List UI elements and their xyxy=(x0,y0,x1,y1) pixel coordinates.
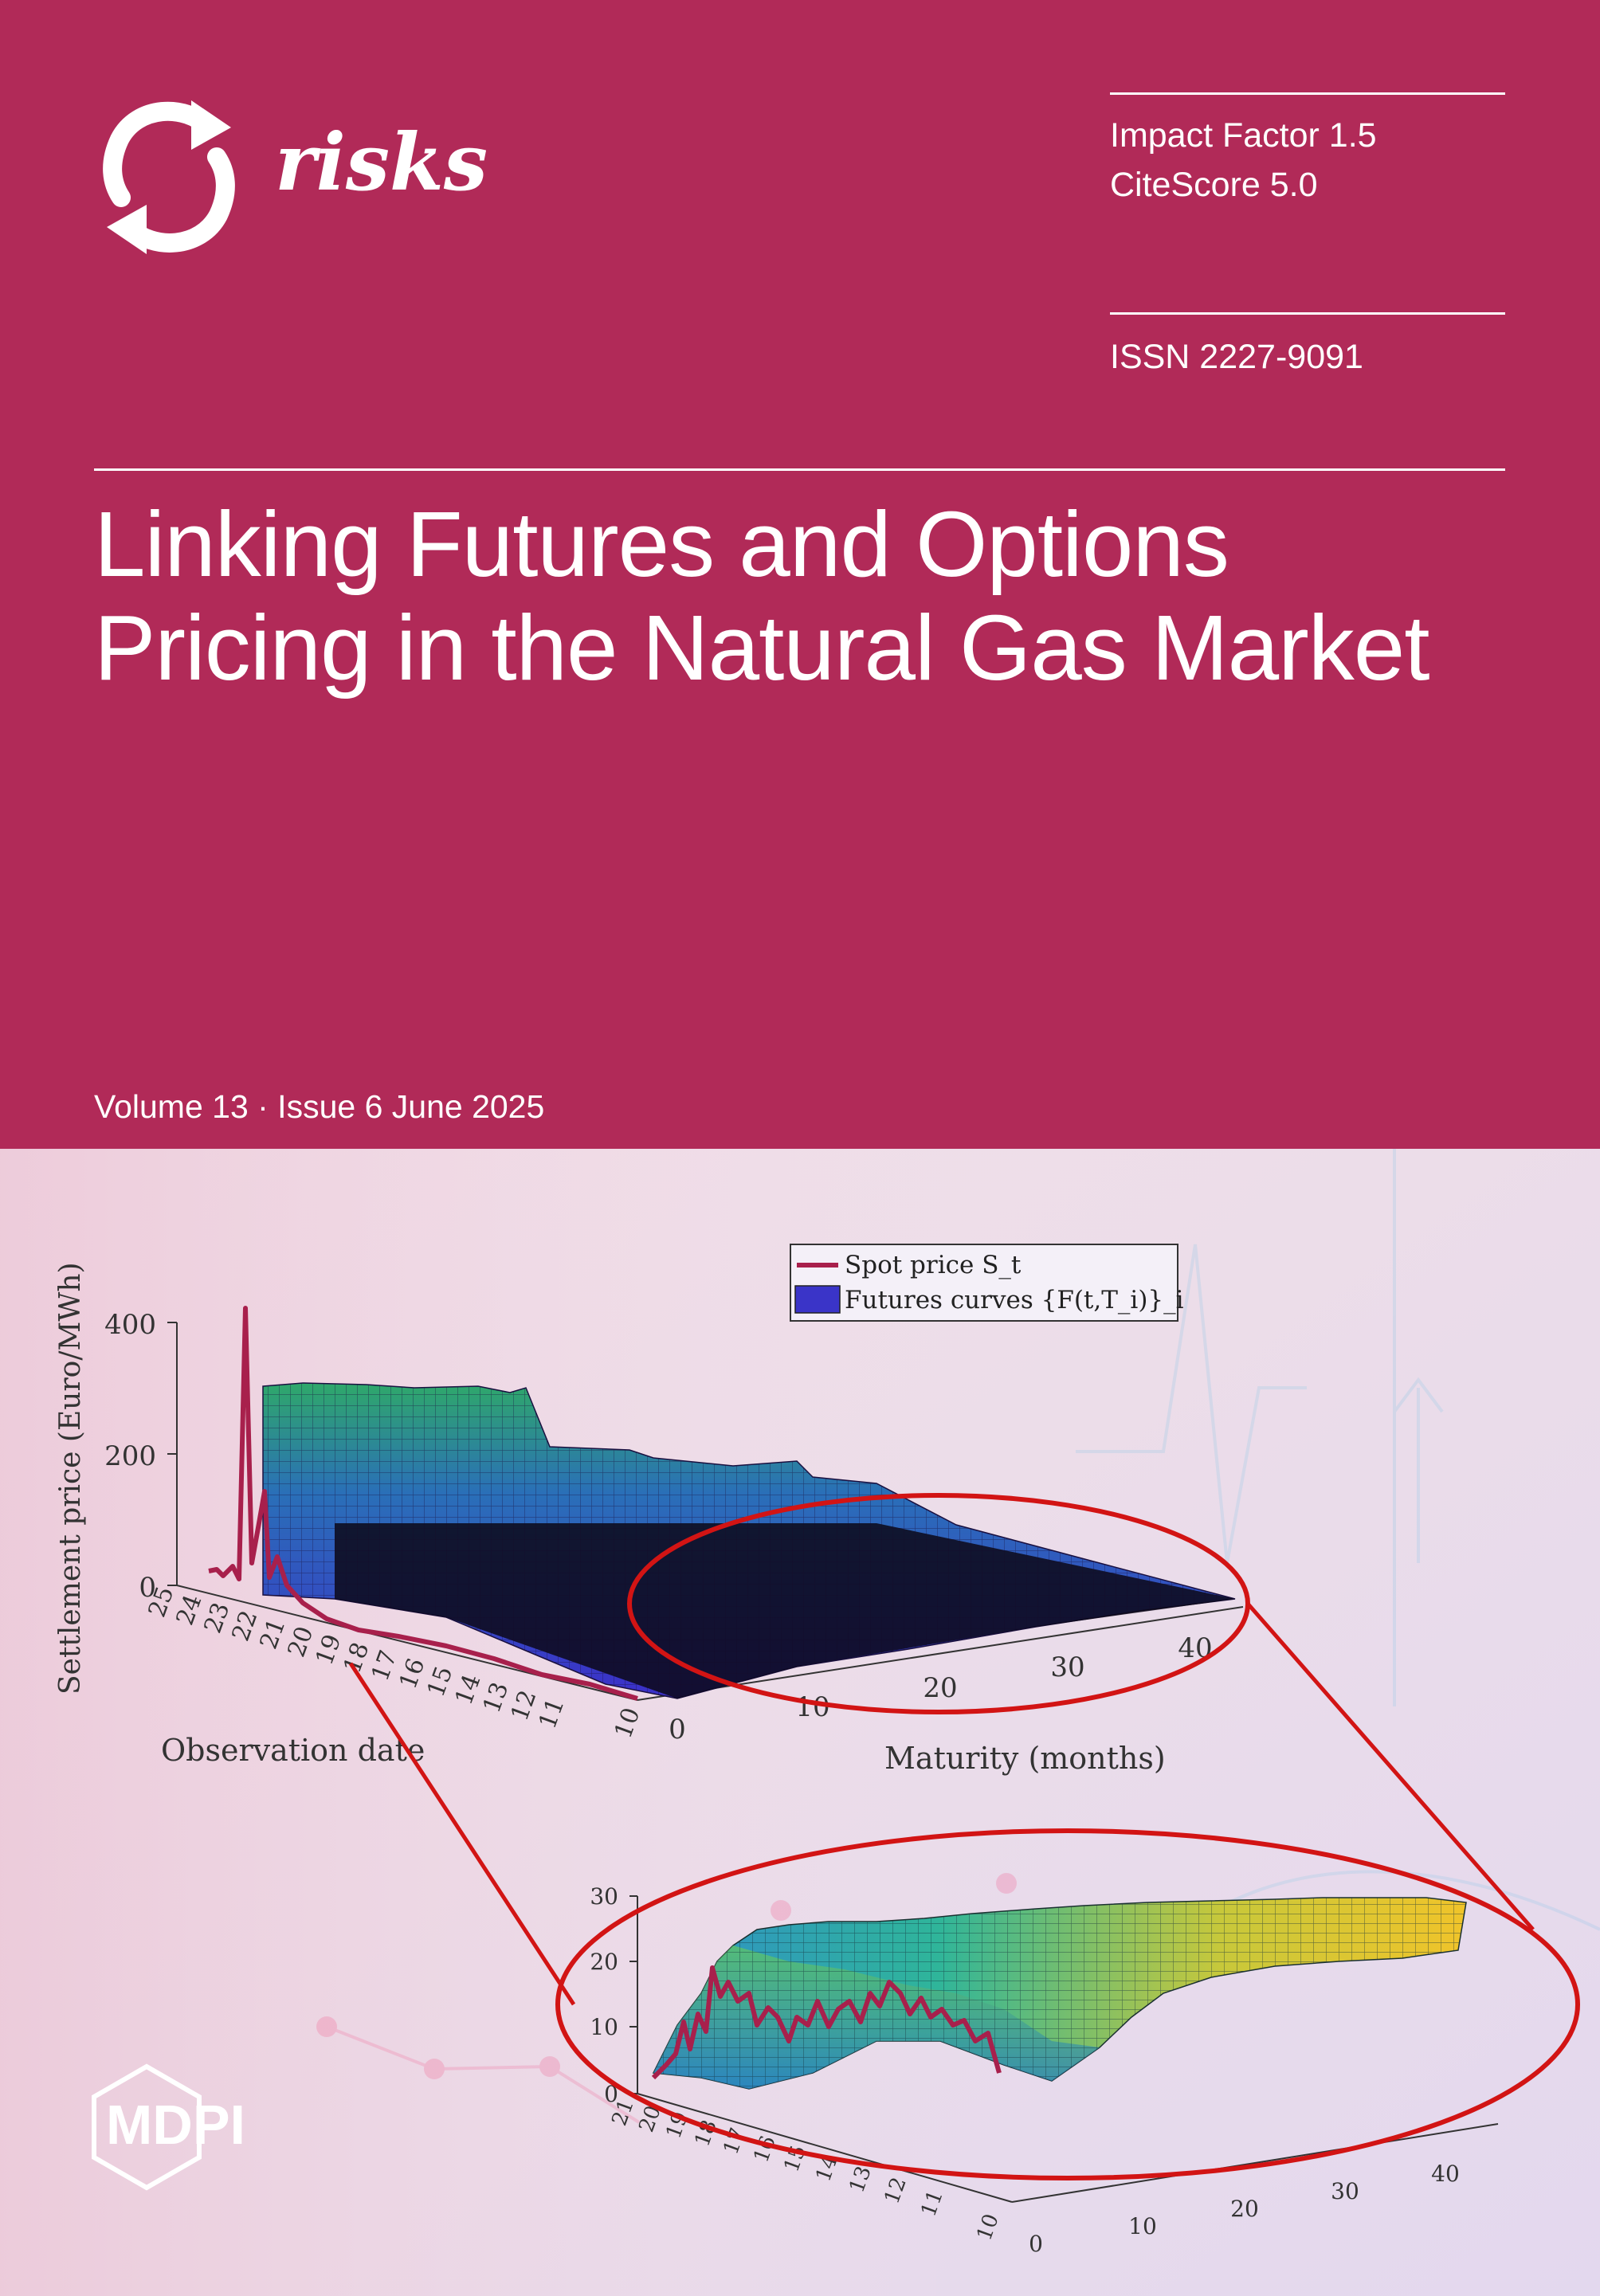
divider xyxy=(1110,92,1505,95)
maturity-tick: 40 xyxy=(1431,2161,1460,2187)
maturity-tick: 30 xyxy=(1050,1651,1084,1683)
issue-info: Volume 13 · Issue 6 June 2025 xyxy=(94,1088,545,1125)
z-tick: 10 xyxy=(590,2014,618,2040)
legend-swatch-futures xyxy=(794,1285,841,1314)
citescore: CiteScore 5.0 xyxy=(1110,166,1318,204)
zoom-connector xyxy=(1246,1602,1535,1931)
risks-logo-icon xyxy=(103,100,235,254)
publisher-name: MDPI xyxy=(106,2094,245,2156)
maturity-tick: 10 xyxy=(795,1691,829,1723)
maturity-tick: 20 xyxy=(923,1672,957,1704)
maturity-tick: 20 xyxy=(1230,2196,1259,2222)
cover-figure: 400 200 0 Settlement price (Euro/MWh) 0 … xyxy=(0,1149,1600,2296)
date-axis-label: Observation date xyxy=(161,1733,425,1768)
z-tick: 30 xyxy=(590,1883,618,1910)
z-tick: 20 xyxy=(590,1949,618,1975)
zoom-connector xyxy=(348,1662,576,2006)
cover-artwork: 400 200 0 Settlement price (Euro/MWh) 0 … xyxy=(0,1149,1600,2296)
maturity-tick: 30 xyxy=(1331,2178,1359,2204)
z-tick: 200 xyxy=(104,1440,156,1472)
maturity-axis-label: Maturity (months) xyxy=(884,1741,1166,1776)
issn: ISSN 2227-9091 xyxy=(1110,338,1363,376)
maturity-tick: 0 xyxy=(1029,2231,1043,2257)
cover-header: risks Impact Factor 1.5 CiteScore 5.0 IS… xyxy=(94,92,1528,1125)
article-title: Linking Futures and Options Pricing in t… xyxy=(94,492,1528,699)
maturity-tick: 0 xyxy=(669,1714,686,1746)
title-line-2: Pricing in the Natural Gas Market xyxy=(94,596,1429,699)
journal-name: risks xyxy=(275,117,488,209)
divider xyxy=(94,468,1505,471)
chart-legend: Spot price S_t Futures curves {F(t,T_i)}… xyxy=(790,1244,1184,1322)
legend-label: Futures curves {F(t,T_i)}_i xyxy=(845,1286,1184,1315)
z-tick: 400 xyxy=(104,1309,156,1341)
z-tick: 0 xyxy=(139,1572,156,1604)
z-axis-label: Settlement price (Euro/MWh) xyxy=(54,1262,87,1695)
mdpi-logo: MDPI xyxy=(92,2063,245,2191)
impact-factor: Impact Factor 1.5 xyxy=(1110,116,1377,155)
title-line-1: Linking Futures and Options xyxy=(94,492,1229,596)
legend-label: Spot price S_t xyxy=(845,1251,1022,1279)
maturity-tick: 10 xyxy=(1128,2213,1157,2239)
z-tick: 0 xyxy=(604,2081,618,2107)
zoom-ellipse-target xyxy=(555,1828,1580,2180)
divider xyxy=(1110,312,1505,315)
